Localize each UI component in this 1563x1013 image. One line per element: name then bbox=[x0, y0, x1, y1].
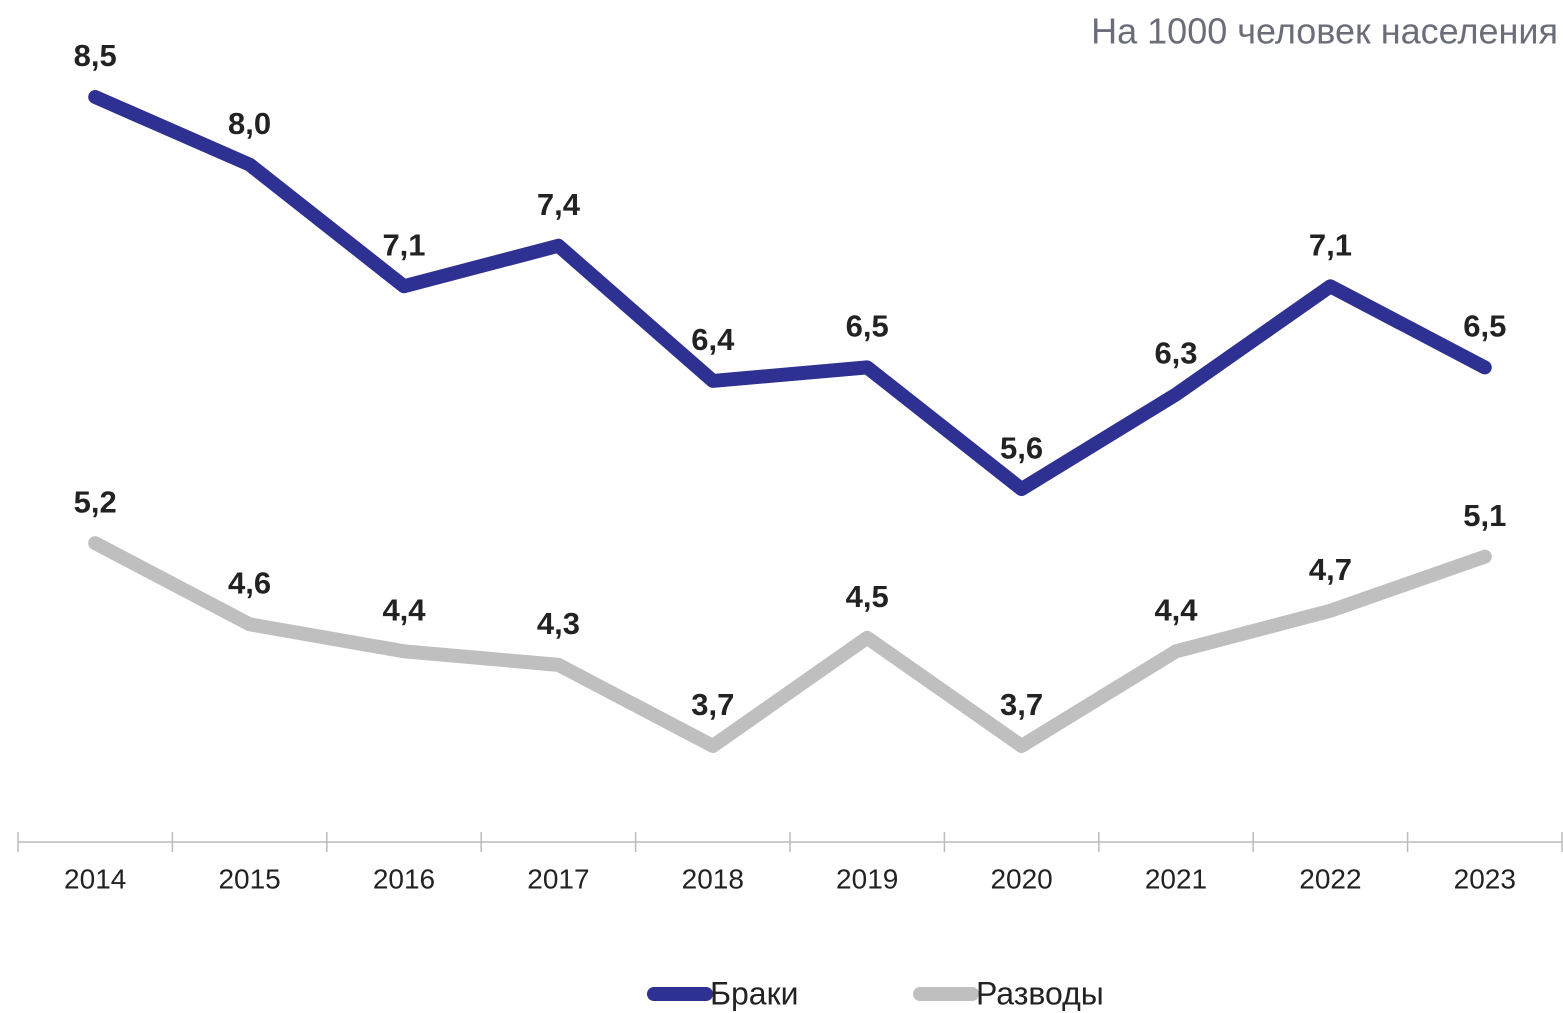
data-label: 7,1 bbox=[1309, 227, 1352, 262]
data-label: 6,5 bbox=[846, 309, 889, 344]
data-label: 4,3 bbox=[537, 606, 580, 641]
data-label: 4,4 bbox=[382, 593, 426, 628]
data-label: 5,1 bbox=[1463, 498, 1506, 533]
data-label: 4,5 bbox=[846, 579, 889, 614]
chart-subtitle: На 1000 человек населения bbox=[1091, 11, 1558, 52]
data-label: 4,4 bbox=[1154, 593, 1198, 628]
data-label: 3,7 bbox=[1000, 687, 1043, 722]
series-line bbox=[88, 536, 1492, 753]
data-label: 5,6 bbox=[1000, 430, 1043, 465]
x-tick-label: 2015 bbox=[218, 863, 280, 894]
data-label: 6,3 bbox=[1154, 336, 1197, 371]
x-tick-label: 2023 bbox=[1454, 863, 1516, 894]
x-tick-label: 2017 bbox=[527, 863, 589, 894]
x-tick-label: 2016 bbox=[373, 863, 435, 894]
x-tick-label: 2022 bbox=[1299, 863, 1361, 894]
data-label: 6,4 bbox=[691, 322, 735, 357]
legend-label: Разводы bbox=[976, 975, 1104, 1011]
data-label: 4,7 bbox=[1309, 552, 1352, 587]
data-label: 7,4 bbox=[537, 187, 581, 222]
data-label: 3,7 bbox=[691, 687, 734, 722]
data-label: 8,5 bbox=[74, 38, 117, 73]
data-label: 4,6 bbox=[228, 565, 271, 600]
x-tick-label: 2021 bbox=[1145, 863, 1207, 894]
data-label: 6,5 bbox=[1463, 309, 1506, 344]
data-label: 7,1 bbox=[382, 227, 425, 262]
x-tick-label: 2019 bbox=[836, 863, 898, 894]
data-label: 5,2 bbox=[74, 484, 117, 519]
x-tick-label: 2014 bbox=[64, 863, 126, 894]
data-label: 8,0 bbox=[228, 106, 271, 141]
series-line bbox=[88, 90, 1492, 497]
x-tick-label: 2018 bbox=[682, 863, 744, 894]
legend-label: Браки bbox=[710, 975, 798, 1011]
x-tick-label: 2020 bbox=[990, 863, 1052, 894]
